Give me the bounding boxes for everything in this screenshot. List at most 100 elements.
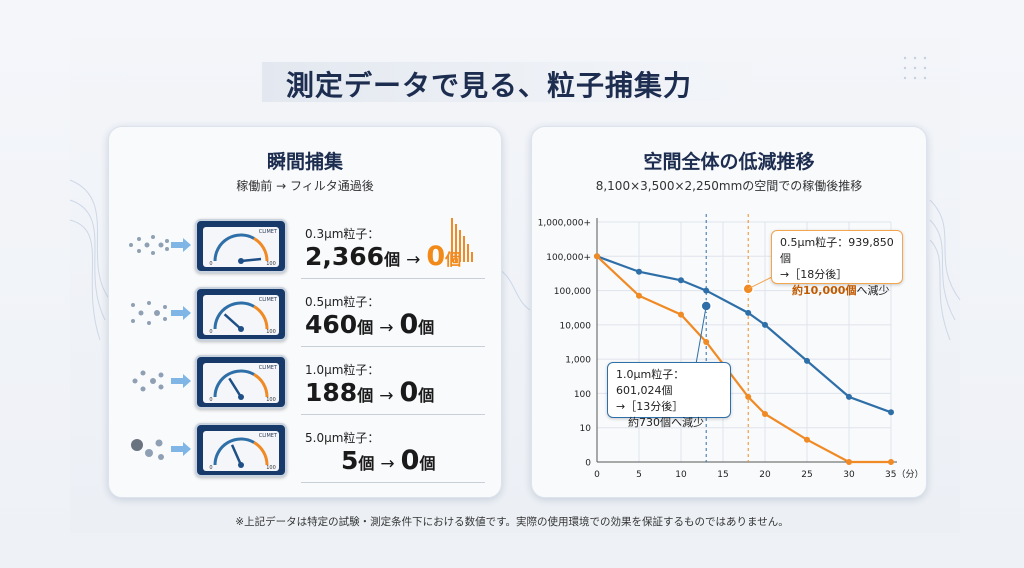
space-reduction-subtitle: 8,100×3,500×2,250mmの空間での稼働後推移	[595, 179, 863, 193]
particle-row: CLIMET 0 100 0.5μm粒子： 460個 → 0個	[109, 281, 503, 347]
callout-05um-highlight: 約10,000個	[792, 284, 857, 297]
data-point	[846, 459, 852, 465]
callout-05um: 0.5μm粒子：939,850個 →［18分後］ 約10,000個へ減少	[771, 230, 903, 297]
particle-size-label: 1.0μm粒子：	[305, 363, 380, 377]
callout-10um: 1.0μm粒子：601,024個 →［13分後］ 約730個へ減少	[607, 362, 731, 429]
callout-10um-line2: →［13分後］	[616, 400, 684, 413]
data-point	[762, 411, 768, 417]
data-point	[762, 321, 768, 328]
particle-count-value: 188個 → 0個	[305, 377, 435, 408]
y-tick-label: 100,000	[554, 287, 591, 297]
particle-size-label: 5.0μm粒子：	[305, 431, 380, 445]
data-point	[804, 436, 810, 443]
particle-count-value: 5個 → 0個	[341, 445, 436, 476]
data-point	[888, 409, 894, 416]
gauge-max: 100	[266, 465, 276, 471]
data-point	[804, 357, 810, 364]
data-point	[846, 393, 852, 400]
gauge-dial-icon: CLIMET 0 100	[203, 227, 279, 267]
instant-capture-title: 瞬間捕集	[266, 151, 343, 173]
count-before: 460	[305, 310, 358, 339]
data-point	[703, 339, 710, 345]
count-before: 188	[305, 378, 358, 407]
callout-10um-connector	[695, 305, 707, 365]
callout-05um-line1: 0.5μm粒子：939,850個	[780, 236, 894, 265]
arrow-icon: →	[380, 454, 395, 474]
count-unit: 個	[384, 250, 401, 269]
particle-flow-icon	[132, 370, 191, 392]
count-unit: 個	[358, 454, 375, 473]
gauge-max: 100	[266, 261, 276, 267]
count-after: 0	[400, 445, 420, 476]
gauge-min: 0	[209, 465, 212, 471]
data-point	[888, 459, 894, 465]
gauge-brand: CLIMET	[259, 297, 278, 303]
y-tick-label: 10,000	[560, 321, 592, 331]
particle-count-value: 460個 → 0個	[305, 309, 435, 340]
data-point	[745, 393, 752, 400]
count-unit: 個	[419, 454, 436, 473]
x-tick-label: 35（分）	[885, 469, 923, 480]
count-unit: 個	[418, 386, 435, 405]
callout-05um-line2: →［18分後］	[780, 268, 848, 281]
callout-05um-connector	[747, 275, 775, 290]
particle-counter-gauge: CLIMET 0 100	[195, 287, 287, 341]
arrow-icon: →	[379, 318, 394, 338]
gauge-min: 0	[209, 329, 212, 335]
particle-flow-icon	[129, 235, 191, 255]
x-tick-label: 0	[594, 470, 600, 480]
callout-05um-line3: 約10,000個へ減少	[780, 283, 894, 299]
gauge-min: 0	[209, 397, 212, 403]
gauge-brand: CLIMET	[259, 229, 278, 235]
gauge-dial-icon: CLIMET 0 100	[203, 431, 279, 471]
reading-bars-graphic	[451, 218, 473, 262]
x-tick-label: 15	[717, 470, 728, 480]
count-unit: 個	[418, 318, 435, 337]
data-point	[636, 268, 642, 275]
count-after: 0	[399, 377, 419, 408]
y-tick-label: 1,000	[565, 356, 591, 366]
count-before: 2,366	[305, 242, 385, 271]
particle-count-value: 2,366個 → 0個	[305, 241, 461, 272]
particle-size-label: 0.5μm粒子：	[305, 295, 380, 309]
particle-flow-icon	[131, 439, 191, 460]
gauge-max: 100	[266, 397, 276, 403]
data-point	[678, 277, 684, 284]
footnote: ※上記データは特定の試験・測定条件下における数値です。実際の使用環境での効果を保…	[235, 516, 789, 528]
gauge-min: 0	[209, 261, 212, 267]
particle-row: CLIMET 0 100 5.0μm粒子： 5個 → 0個	[109, 417, 503, 483]
row-divider	[301, 278, 485, 279]
gauge-max: 100	[266, 329, 276, 335]
count-unit: 個	[357, 318, 374, 337]
data-point	[703, 287, 710, 294]
gauge-brand: CLIMET	[259, 433, 278, 439]
gauge-dial-icon: CLIMET 0 100	[203, 363, 279, 403]
gauge-dial-icon: CLIMET 0 100	[203, 295, 279, 335]
highlight-point	[700, 300, 712, 312]
gauge-brand: CLIMET	[259, 365, 278, 371]
y-tick-label: 100,000+	[546, 253, 591, 263]
row-divider	[301, 346, 485, 347]
title-band	[262, 62, 762, 102]
particle-counter-gauge: CLIMET 0 100	[195, 423, 287, 477]
count-unit: 個	[357, 386, 374, 405]
callout-05um-rest: へ減少	[856, 284, 890, 297]
data-point	[594, 253, 600, 260]
x-tick-label: 20	[759, 470, 771, 480]
data-point	[745, 309, 752, 316]
space-reduction-title: 空間全体の低減推移	[643, 151, 815, 173]
count-after: 0	[399, 309, 419, 340]
callout-10um-line1: 1.0μm粒子：601,024個	[616, 368, 685, 397]
particle-flow-icon	[131, 301, 191, 325]
count-after: 0	[426, 241, 446, 272]
x-tick-label: 10	[675, 470, 687, 480]
particle-row: CLIMET 0 100 1.0μm粒子： 188個 → 0個	[109, 349, 503, 415]
data-point	[636, 292, 642, 299]
x-tick-label: 25	[801, 470, 812, 480]
y-tick-label: 100	[574, 390, 591, 400]
x-tick-label: 30	[843, 470, 855, 480]
row-divider	[301, 414, 485, 415]
y-tick-label: 1,000,000+	[538, 219, 591, 229]
data-point	[678, 311, 684, 318]
